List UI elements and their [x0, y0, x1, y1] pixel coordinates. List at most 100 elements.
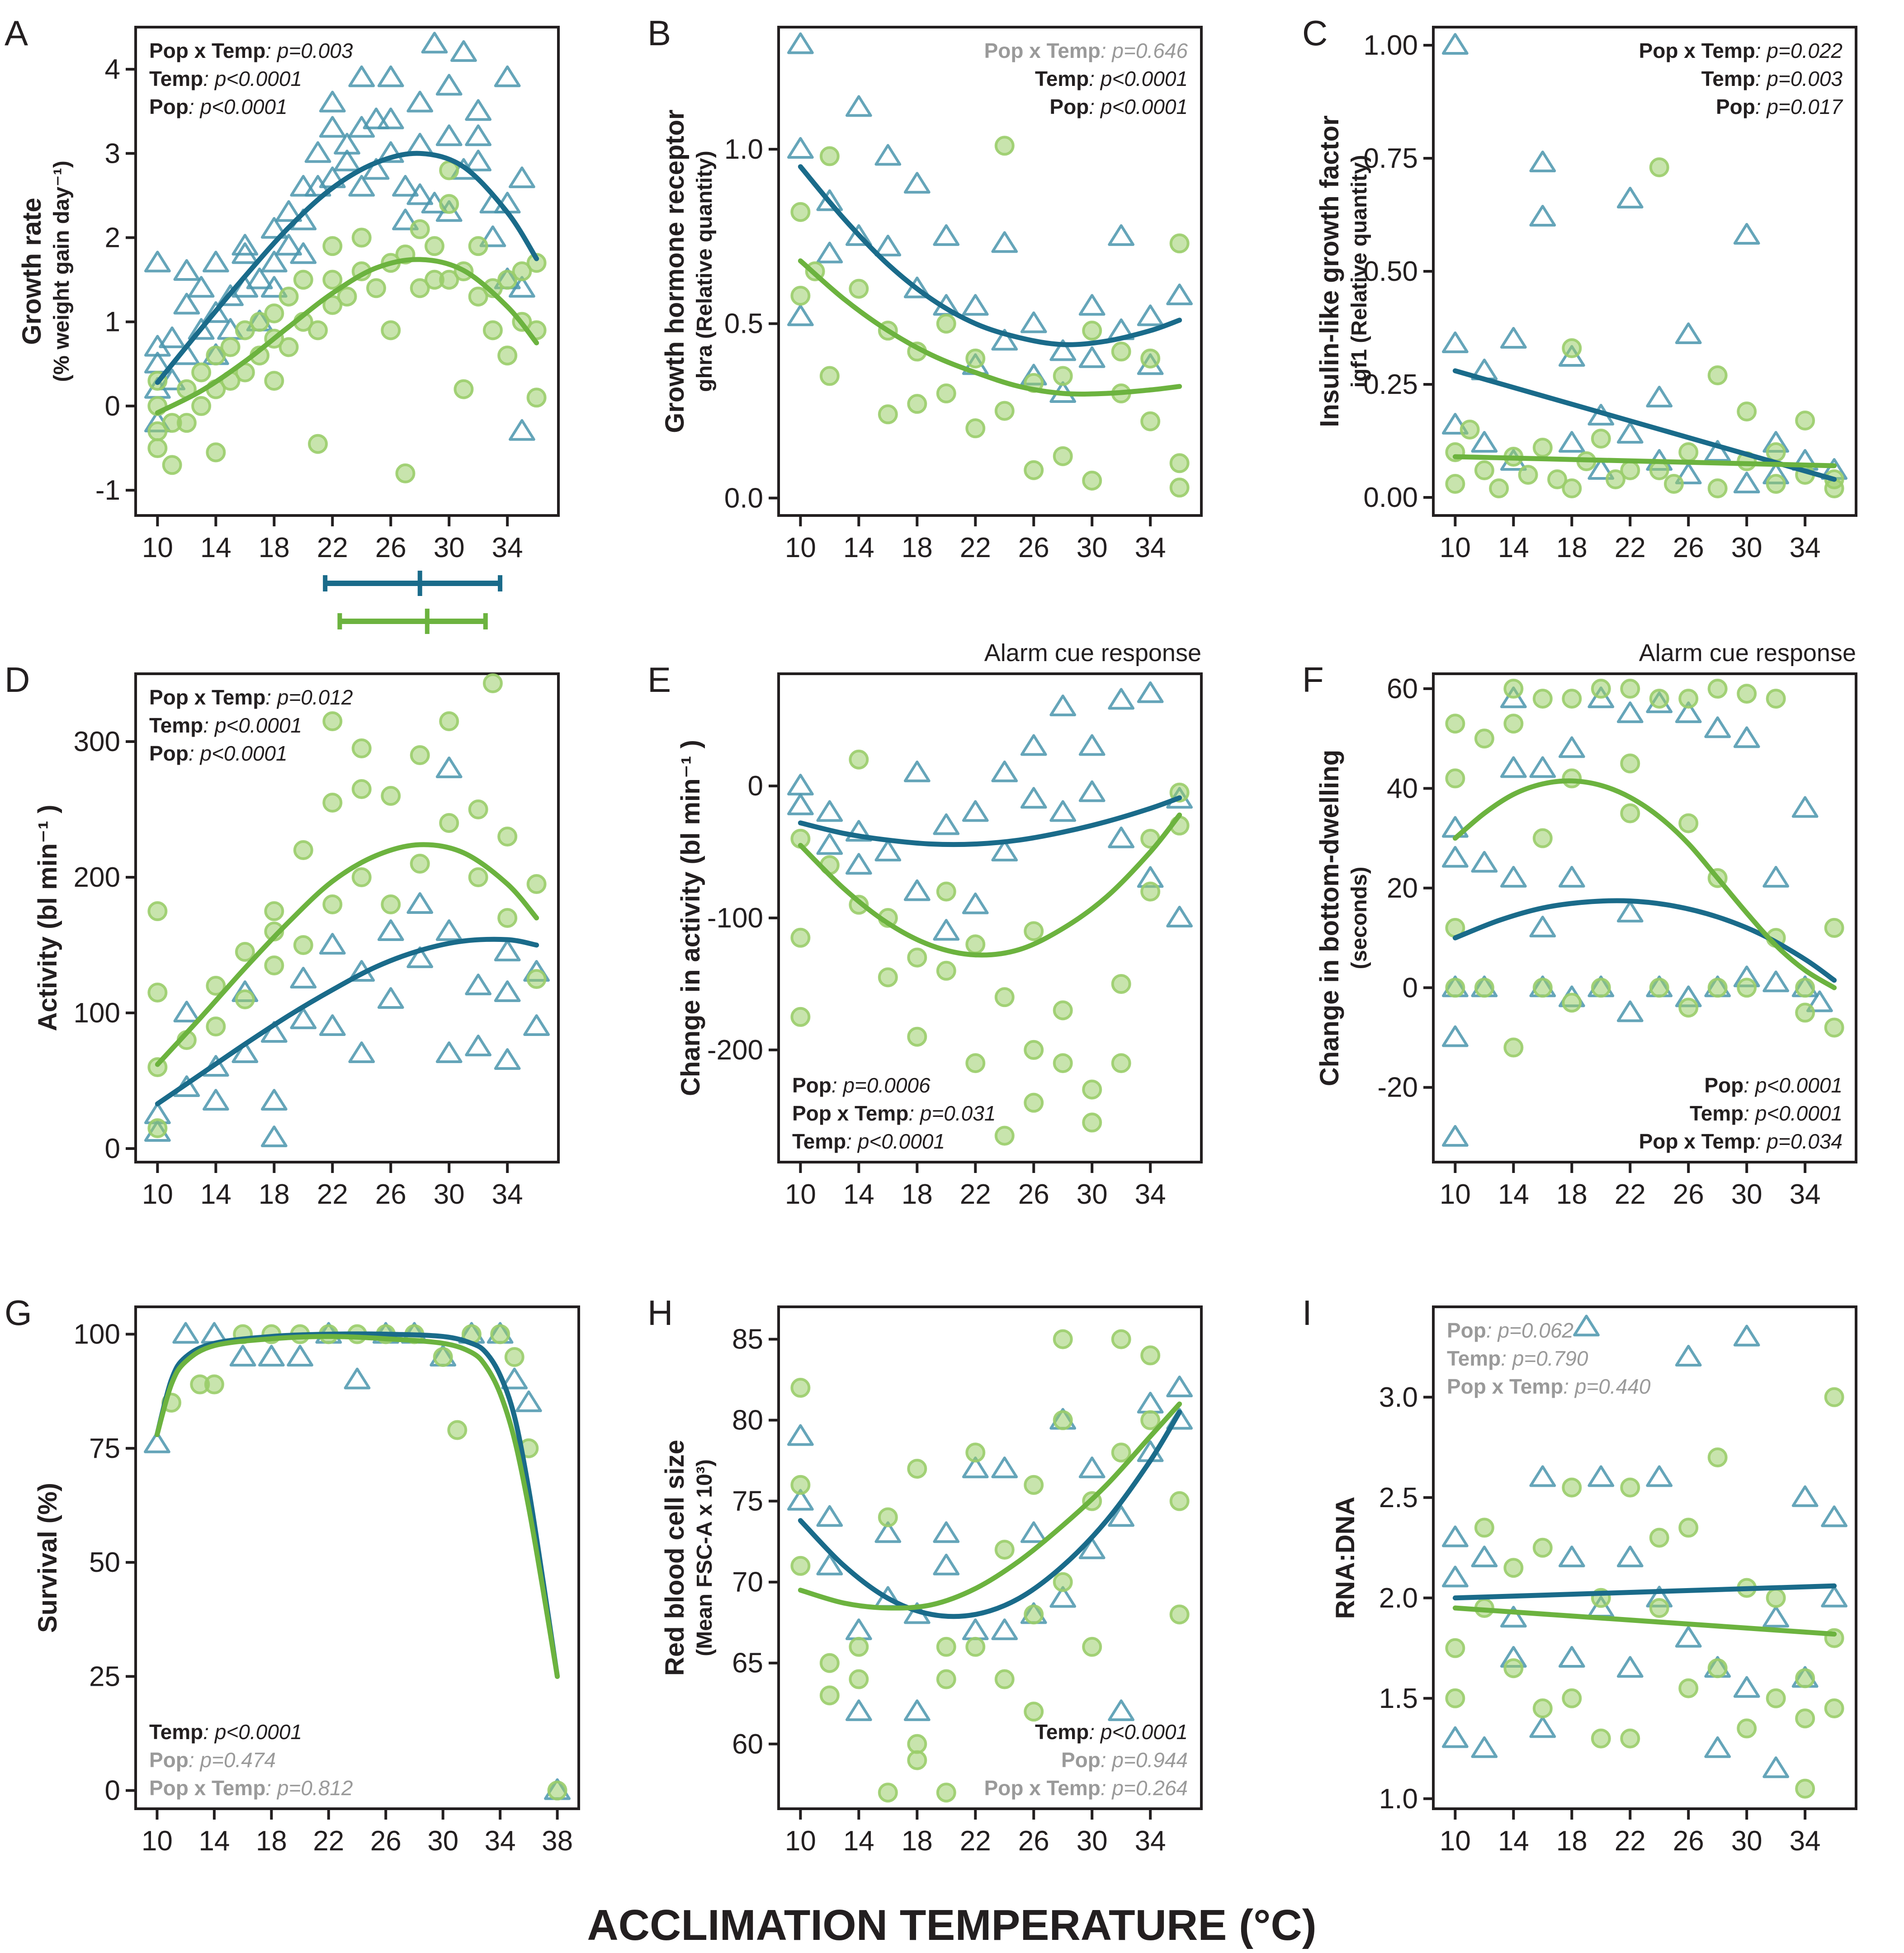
- data-point-circle: [1795, 978, 1815, 998]
- y-tick-label: 50: [89, 1547, 120, 1578]
- y-tick-label: -100: [707, 903, 763, 934]
- stat-value: : p<0.0001: [189, 95, 288, 118]
- stat-value: : p<0.0001: [1089, 1720, 1188, 1744]
- data-point-circle: [1663, 474, 1684, 494]
- x-tick-label: 30: [1731, 1179, 1762, 1210]
- stat-label: Pop x Temp: [1639, 39, 1755, 62]
- data-point-triangle: [1558, 736, 1585, 758]
- data-point-triangle: [1529, 151, 1556, 172]
- data-point-triangle: [1078, 1537, 1106, 1560]
- plot-frame: [134, 672, 560, 1163]
- stat-value: : p<0.0001: [1089, 67, 1188, 90]
- data-point-triangle: [465, 124, 492, 147]
- data-point-circle: [1024, 921, 1044, 941]
- data-point-triangle: [1529, 1716, 1556, 1738]
- x-tick-label: 26: [1018, 532, 1049, 563]
- data-point-triangle: [1791, 796, 1819, 818]
- x-tick-label: 26: [375, 532, 406, 563]
- data-point-circle: [482, 320, 503, 340]
- data-point-triangle: [377, 141, 404, 163]
- data-point-circle: [1082, 1636, 1102, 1657]
- stat-value: : p<0.0001: [203, 714, 302, 737]
- y-tick-label: 60: [732, 1729, 763, 1760]
- data-point-triangle: [1675, 463, 1702, 484]
- stat-line: Pop: p<0.0001: [1704, 1073, 1843, 1097]
- x-tick-label: 10: [1440, 1179, 1471, 1210]
- data-point-triangle: [494, 1048, 521, 1070]
- x-tick-label: 26: [375, 1179, 406, 1210]
- data-point-circle: [410, 278, 430, 298]
- x-tick-label: 26: [1018, 1179, 1049, 1210]
- stat-label: Pop x Temp: [149, 686, 265, 709]
- data-point-triangle: [172, 1322, 199, 1344]
- data-point-triangle: [874, 1521, 902, 1543]
- data-point-circle: [1649, 1598, 1669, 1618]
- data-point-triangle: [933, 813, 960, 835]
- x-tick-label: 10: [1440, 532, 1471, 563]
- data-point-triangle: [1762, 1756, 1790, 1778]
- stat-label: Temp: [1035, 1720, 1089, 1744]
- y-axis-sublabel: (% weight gain day⁻¹): [50, 161, 74, 382]
- data-point-circle: [439, 711, 459, 731]
- data-point-triangle: [1500, 865, 1527, 888]
- y-tick-label: 0: [105, 1775, 120, 1806]
- data-point-circle: [790, 1556, 811, 1576]
- stat-label: Pop: [1704, 1073, 1743, 1097]
- data-point-circle: [1737, 402, 1757, 421]
- y-axis-label: Red blood cell size: [660, 1440, 690, 1676]
- data-point-circle: [1707, 1447, 1728, 1467]
- x-tick-label: 10: [785, 1179, 816, 1210]
- x-tick-label: 14: [1498, 532, 1529, 563]
- data-point-circle: [1824, 1698, 1844, 1718]
- fit-line-series-1: [1452, 368, 1837, 482]
- data-point-circle: [1766, 1688, 1786, 1708]
- y-tick-label: -200: [707, 1035, 763, 1066]
- data-point-triangle: [290, 1007, 317, 1029]
- fit-line-series-2: [155, 257, 539, 416]
- data-point-triangle: [816, 800, 843, 822]
- panel-letter: A: [5, 13, 28, 53]
- stat-value: : p<0.0001: [846, 1130, 945, 1153]
- data-point-triangle: [258, 1345, 285, 1367]
- panel-i: I 1.0 1.5 2.0 2.5 3.0 10 14 18 22 26 30 34 RNA:DNA Pop…: [1302, 1293, 1857, 1857]
- data-point-circle: [1140, 1345, 1161, 1366]
- x-tick-label: 18: [902, 532, 933, 563]
- data-point-triangle: [1137, 681, 1164, 703]
- data-point-circle: [447, 1420, 468, 1440]
- data-point-circle: [1445, 1638, 1465, 1658]
- data-point-triangle: [1500, 756, 1527, 778]
- panel-letter: D: [5, 660, 30, 700]
- data-point-triangle: [319, 90, 346, 113]
- data-point-circle: [1082, 1112, 1102, 1133]
- x-tick-label: 22: [1615, 1179, 1646, 1210]
- data-point-triangle: [260, 1021, 288, 1043]
- data-point-triangle: [173, 259, 200, 281]
- data-point-triangle: [188, 318, 215, 340]
- data-point-circle: [936, 1636, 956, 1657]
- data-point-circle: [351, 227, 372, 248]
- data-point-triangle: [348, 175, 375, 197]
- y-tick-label: -1: [95, 475, 120, 506]
- stat-line: Pop: p<0.0001: [149, 742, 288, 765]
- data-point-triangle: [787, 304, 814, 326]
- data-point-triangle: [845, 95, 872, 117]
- data-point-triangle: [319, 116, 346, 138]
- data-point-triangle: [962, 1618, 989, 1641]
- data-point-circle: [1678, 442, 1699, 462]
- data-point-triangle: [816, 833, 843, 855]
- data-point-triangle: [933, 224, 960, 246]
- data-point-circle: [878, 967, 898, 988]
- data-point-circle: [191, 396, 212, 416]
- data-point-circle: [1707, 1658, 1728, 1679]
- data-point-triangle: [406, 946, 434, 968]
- stat-value: : p=0.012: [265, 686, 353, 709]
- stat-value: : p<0.0001: [203, 1720, 302, 1744]
- x-tick-label: 10: [142, 1825, 173, 1857]
- data-point-triangle: [508, 166, 535, 189]
- data-point-circle: [1024, 1040, 1044, 1060]
- data-point-circle: [235, 320, 255, 340]
- panel-b: B 0.0 0.5 1.0 10 14 18 22 26 30 34 Growth hormone r…: [647, 13, 1203, 563]
- data-point-circle: [308, 320, 328, 340]
- data-point-triangle: [479, 225, 506, 247]
- stat-label: Pop: [1061, 1748, 1101, 1772]
